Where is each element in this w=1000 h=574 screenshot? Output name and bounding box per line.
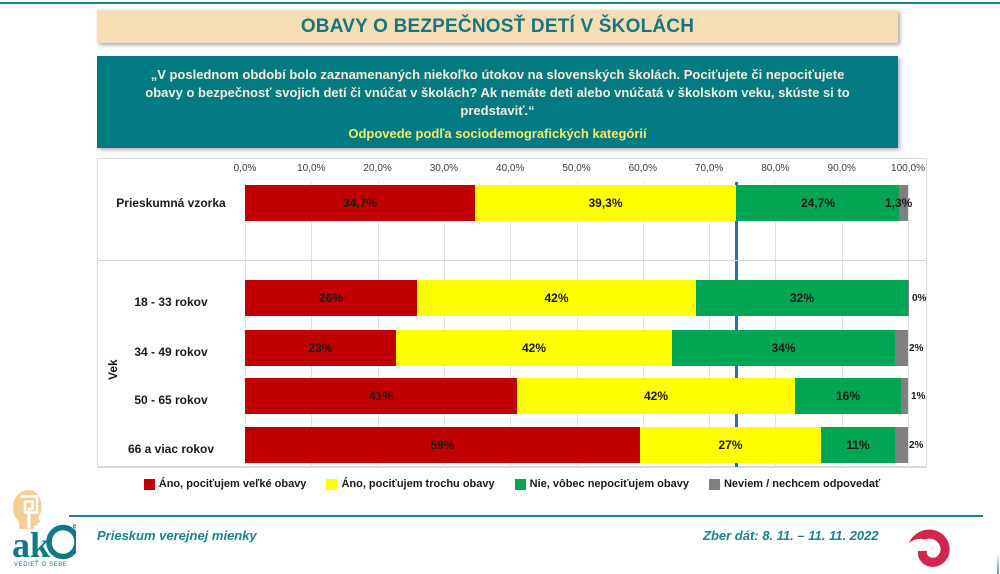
svg-text:ak: ak <box>12 525 50 565</box>
svg-text:VEDIEŤ O SEBE: VEDIEŤ O SEBE <box>14 560 67 568</box>
